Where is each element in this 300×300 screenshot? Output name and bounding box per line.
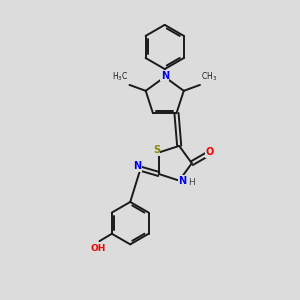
Text: S: S <box>153 145 160 155</box>
Text: H$_3$C: H$_3$C <box>112 71 128 83</box>
Text: N: N <box>134 161 142 171</box>
Text: N: N <box>161 70 169 80</box>
Text: O: O <box>206 147 214 157</box>
Text: N: N <box>178 176 186 186</box>
Text: OH: OH <box>90 244 106 253</box>
Text: CH$_3$: CH$_3$ <box>201 71 218 83</box>
Text: H: H <box>188 178 195 187</box>
